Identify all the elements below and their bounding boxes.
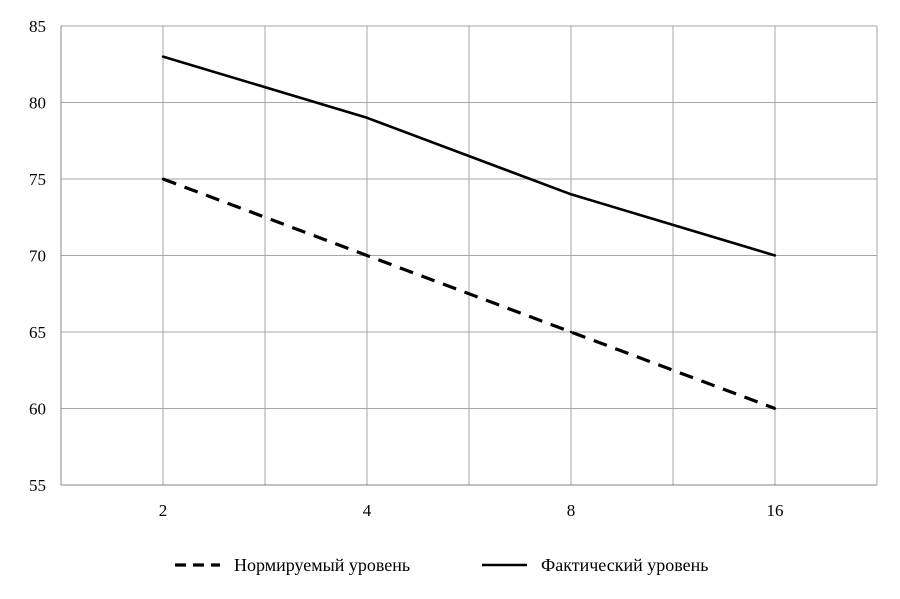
tick-labels: 55 60 65 70 75 80 85 2 4 8 16 (29, 17, 784, 520)
data-point (161, 55, 165, 58)
legend-item: Нормируемый уровень (175, 555, 410, 575)
y-tick-label: 80 (29, 94, 46, 113)
y-tick-label: 75 (29, 170, 46, 189)
series-line-actual (162, 55, 776, 257)
y-tick-label: 85 (29, 17, 46, 36)
series-line-normative (162, 177, 776, 410)
data-point (773, 407, 777, 410)
data-point (569, 193, 573, 196)
legend-item: Фактический уровень (482, 555, 708, 575)
y-tick-label: 55 (29, 476, 46, 495)
y-tick-label: 65 (29, 323, 46, 342)
data-point (365, 254, 369, 257)
data-point (569, 330, 573, 334)
legend: Нормируемый уровень Фактический уровень (175, 555, 708, 575)
grid (61, 25, 878, 485)
x-tick-label: 8 (567, 501, 576, 520)
legend-label: Фактический уровень (541, 555, 708, 575)
data-point (161, 177, 165, 181)
legend-label: Нормируемый уровень (234, 555, 410, 575)
data-point (365, 116, 369, 120)
axes (60, 26, 877, 486)
x-tick-label: 16 (767, 501, 784, 520)
x-tick-label: 4 (363, 501, 372, 520)
x-tick-label: 2 (159, 501, 168, 520)
y-tick-label: 70 (29, 247, 46, 266)
series-group (161, 55, 777, 410)
data-point (773, 254, 777, 257)
y-tick-label: 60 (29, 400, 46, 419)
